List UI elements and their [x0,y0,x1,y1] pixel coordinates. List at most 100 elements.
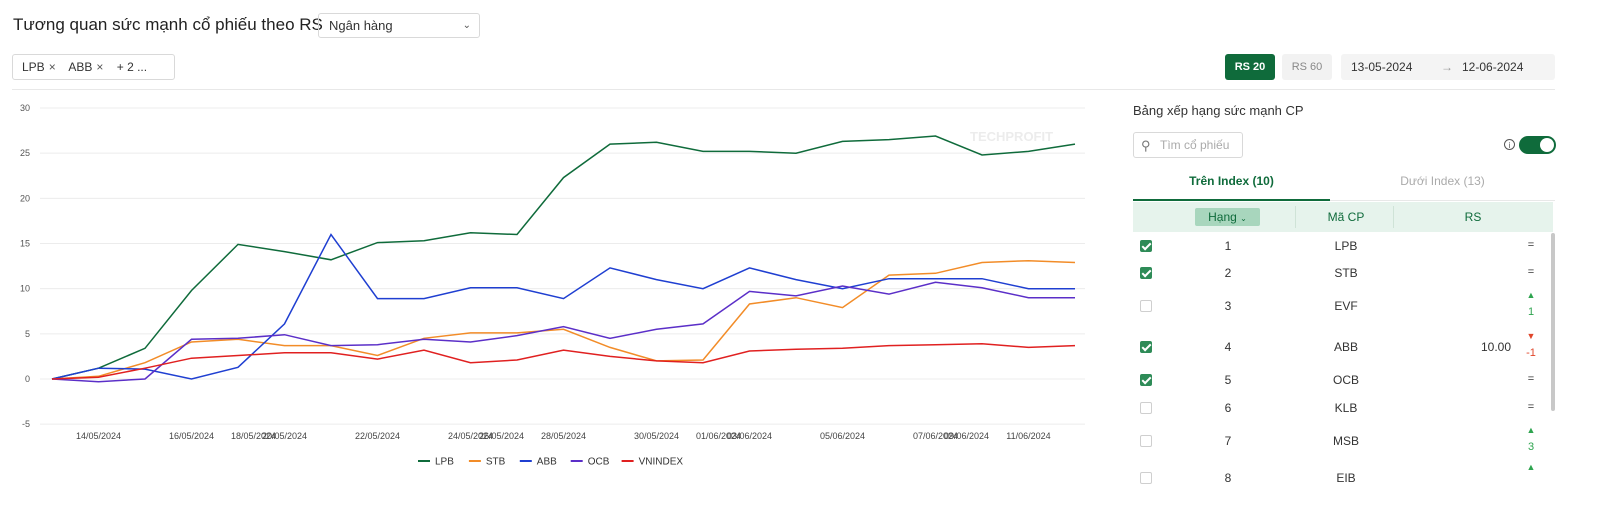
more-tags[interactable]: + 2 ... [116,60,148,74]
table-row[interactable]: 4 ABB 10.00 ▼ -1 [1133,331,1553,364]
x-tick-label: 03/06/2024 [727,431,772,441]
table-row[interactable]: 5 OCB = [1133,373,1553,397]
tab-below-index[interactable]: Dưới Index (13) [1400,174,1485,188]
info-icon[interactable]: i [1504,139,1515,150]
row-checkbox[interactable] [1140,374,1152,386]
legend-label[interactable]: OCB [588,457,610,468]
rank-change: = [1527,239,1535,251]
table-row[interactable]: 1 LPB = [1133,239,1553,263]
search-icon: ⚲ [1141,138,1151,153]
table-header: Hạng ⌄ Mã CP RS [1133,202,1553,232]
series-line-ocb [51,281,1075,383]
x-tick-label: 30/05/2024 [634,431,679,441]
arrow-up-icon: ▲ [1526,462,1536,472]
x-tick-label: 22/05/2024 [355,431,400,441]
x-tick-label: 20/05/2024 [262,431,307,441]
arrow-down-icon: ▼ [1526,331,1536,341]
x-tick-label: 24/05/2024 [448,431,493,441]
series-line-vnindex [51,343,1076,380]
rank-change: = [1527,373,1535,385]
rank-value: 5 [1224,373,1232,387]
rs20-button[interactable]: RS 20 [1225,54,1275,80]
stock-search-input[interactable]: ⚲ Tìm cổ phiếu [1133,132,1243,158]
rank-value: 2 [1224,266,1232,280]
rank-change: ▲ 3 [1516,424,1546,454]
table-row[interactable]: 7 MSB ▲ 3 [1133,425,1553,458]
rank-value: 4 [1224,340,1232,354]
stock-code: ABB [1333,340,1358,354]
change-value: -1 [1526,347,1536,359]
row-checkbox[interactable] [1140,267,1152,279]
rank-change: = [1527,266,1535,278]
rs60-button[interactable]: RS 60 [1282,54,1332,80]
scrollbar[interactable] [1551,233,1555,411]
row-checkbox[interactable] [1140,341,1152,353]
legend-label[interactable]: STB [486,457,506,468]
rank-value: 3 [1224,299,1232,313]
y-tick-label: 30 [20,103,30,113]
x-tick-label: 07/06/2024 [913,431,958,441]
industry-select[interactable]: Ngân hàng ⌄ [318,13,480,38]
change-value: 1 [1527,306,1535,318]
page-title: Tương quan sức mạnh cổ phiếu theo RS [13,15,323,34]
tab-above-index[interactable]: Trên Index (10) [1133,166,1330,201]
legend-label[interactable]: LPB [435,457,454,468]
y-tick-label: 25 [20,148,30,158]
x-tick-label: 16/05/2024 [169,431,214,441]
rank-change: = [1527,401,1535,413]
x-tick-label: 28/05/2024 [541,431,586,441]
series-line-abb [51,233,1075,380]
watermark: TECHPROFIT [970,129,1053,144]
date-from[interactable]: 13-05-2024 [1351,60,1413,74]
table-row[interactable]: 6 KLB = [1133,401,1553,425]
rank-change: ▲ [1516,461,1546,477]
rank-value: 7 [1224,434,1232,448]
y-tick-label: 15 [20,239,30,249]
y-tick-label: 20 [20,193,30,203]
row-checkbox[interactable] [1140,402,1152,414]
table-row[interactable]: 3 EVF ▲ 1 [1133,290,1553,323]
x-tick-label: 11/06/2024 [1006,431,1050,441]
y-tick-label: 0 [25,374,30,384]
row-checkbox[interactable] [1140,300,1152,312]
table-row[interactable]: 8 EIB ▲ [1133,462,1553,495]
stock-tag-input[interactable]: LPB × ABB × + 2 ... [12,54,175,80]
column-rs: RS [1464,210,1482,224]
date-range-picker[interactable]: 13-05-2024 → 12-06-2024 [1341,54,1555,80]
x-tick-label: 01/06/2024 [696,431,741,441]
column-divider [1393,206,1394,228]
stock-tag[interactable]: ABB × [68,60,104,74]
sort-rank-button[interactable]: Hạng ⌄ [1195,208,1260,226]
row-checkbox[interactable] [1140,435,1152,447]
ranking-table: 1 LPB = 2 STB = 3 EVF ▲ 1 4 ABB 10.00 ▼ -1 5 OCB = 6 KLB = 7 M… [1133,233,1553,513]
x-tick-label: 26/05/2024 [479,431,524,441]
x-tick-label: 14/05/2024 [76,431,121,441]
column-code: Mã CP [1327,210,1365,224]
toggle-knob [1540,138,1554,152]
series-line-lpb [51,135,1076,380]
legend-label[interactable]: VNINDEX [639,457,684,468]
series-line-stb [51,259,1076,380]
ranking-toggle[interactable] [1519,136,1556,154]
stock-code: EVF [1334,299,1358,313]
table-row[interactable]: 2 STB = [1133,266,1553,290]
row-checkbox[interactable] [1140,240,1152,252]
arrow-up-icon: ▲ [1526,425,1536,435]
change-value: 3 [1527,441,1535,453]
stock-tag[interactable]: LPB × [22,60,56,74]
arrow-right-icon: → [1441,60,1453,74]
ranking-title: Bảng xếp hạng sức mạnh CP [1133,103,1304,118]
rank-value: 8 [1224,471,1232,485]
x-tick-label: 09/06/2024 [944,431,989,441]
close-icon[interactable]: × [48,60,56,74]
rank-value: 1 [1224,239,1232,253]
rs-line-chart: TECHPROFIT 30 25 20 15 10 5 0 -5 14/05/2024 16/05… [20,103,1085,468]
date-to[interactable]: 12-06-2024 [1462,60,1524,74]
rs-value: 10.00 [1480,340,1511,354]
legend-label[interactable]: ABB [537,457,557,468]
close-icon[interactable]: × [96,60,104,74]
stock-code: OCB [1332,373,1359,387]
row-checkbox[interactable] [1140,472,1152,484]
stock-code: MSB [1332,434,1359,448]
arrow-up-icon: ▲ [1526,290,1536,300]
